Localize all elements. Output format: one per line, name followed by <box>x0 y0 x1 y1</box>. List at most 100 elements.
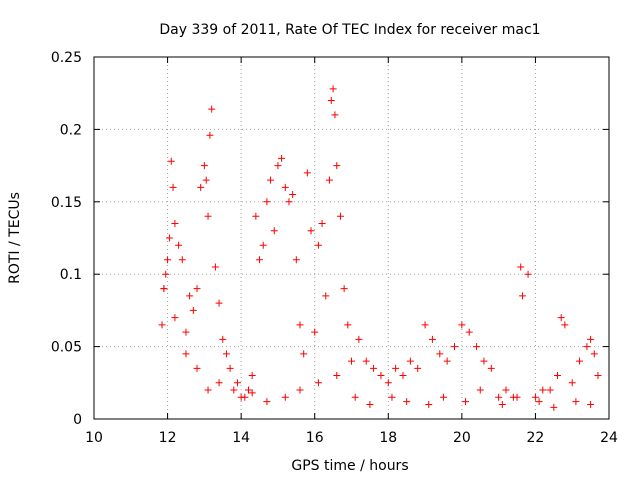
data-point <box>370 364 378 372</box>
data-point <box>204 386 212 394</box>
data-point <box>307 227 315 235</box>
data-point <box>436 350 444 358</box>
data-point <box>219 335 227 343</box>
data-point <box>296 386 304 394</box>
data-point <box>208 105 216 113</box>
y-tick-label: 0.2 <box>60 122 82 138</box>
plot-frame <box>93 56 610 420</box>
data-point <box>388 393 396 401</box>
data-point <box>502 386 510 394</box>
data-point <box>325 176 333 184</box>
data-point <box>513 393 521 401</box>
data-point <box>292 256 300 264</box>
data-point <box>169 183 177 191</box>
data-point <box>164 256 172 264</box>
data-point <box>182 328 190 336</box>
data-point <box>392 364 400 372</box>
data-point <box>311 328 319 336</box>
data-point <box>535 398 543 406</box>
data-point <box>344 321 352 329</box>
data-point <box>263 398 271 406</box>
data-point <box>263 198 271 206</box>
data-point <box>539 386 547 394</box>
data-point <box>162 270 170 278</box>
data-point <box>303 169 311 177</box>
x-tick-label: 20 <box>453 430 471 446</box>
data-point <box>327 96 335 104</box>
data-point <box>248 389 256 397</box>
data-point <box>270 227 278 235</box>
data-point <box>186 292 194 300</box>
data-point <box>480 357 488 365</box>
data-point <box>498 401 506 409</box>
data-point <box>300 350 308 358</box>
data-point <box>458 321 466 329</box>
data-point <box>171 314 179 322</box>
data-point <box>278 154 286 162</box>
data-point <box>576 357 584 365</box>
data-point <box>182 350 190 358</box>
data-point <box>443 357 451 365</box>
data-point <box>351 393 359 401</box>
data-point <box>403 398 411 406</box>
data-point <box>241 393 249 401</box>
data-point <box>366 401 374 409</box>
data-point <box>167 157 175 165</box>
data-point <box>487 364 495 372</box>
data-point <box>557 314 565 322</box>
data-point <box>259 241 267 249</box>
data-point <box>281 183 289 191</box>
data-point <box>568 379 576 387</box>
data-point <box>165 234 173 242</box>
data-point <box>406 357 414 365</box>
x-tick-label: 10 <box>85 430 103 446</box>
data-point <box>206 131 214 139</box>
data-point <box>377 372 385 380</box>
y-tick-label: 0.15 <box>51 195 82 211</box>
data-point <box>200 162 208 170</box>
data-point <box>245 386 252 394</box>
data-point <box>531 393 539 401</box>
data-point <box>439 393 447 401</box>
data-point <box>333 372 341 380</box>
data-point <box>587 401 595 409</box>
data-point <box>451 343 458 351</box>
data-point <box>333 162 341 170</box>
data-point <box>414 364 422 372</box>
data-point <box>587 335 595 343</box>
data-point <box>274 162 282 170</box>
y-tick-label: 0.05 <box>51 340 82 356</box>
x-tick-label: 12 <box>159 430 177 446</box>
y-tick-label: 0.25 <box>51 50 82 66</box>
data-point <box>202 176 210 184</box>
data-point <box>428 335 436 343</box>
data-point <box>348 357 355 365</box>
data-point <box>256 256 264 264</box>
data-point <box>226 364 234 372</box>
data-point <box>193 364 201 372</box>
chart-title: Day 339 of 2011, Rate Of TEC Index for r… <box>159 22 540 38</box>
y-tick-label: 0.1 <box>60 267 82 283</box>
data-point <box>355 335 363 343</box>
data-point <box>215 299 223 307</box>
data-point <box>289 191 297 199</box>
data-point <box>476 386 484 394</box>
y-axis-label: ROTI / TECUs <box>7 192 23 284</box>
data-point <box>204 212 212 220</box>
data-point <box>495 393 503 401</box>
data-point <box>267 176 275 184</box>
data-point <box>329 85 337 93</box>
data-point <box>215 379 223 387</box>
data-point <box>171 220 179 228</box>
x-tick-label: 16 <box>306 430 324 446</box>
x-tick-label: 24 <box>600 430 618 446</box>
data-point <box>296 321 304 329</box>
data-point <box>524 270 532 278</box>
data-point <box>399 372 407 380</box>
data-point <box>572 398 580 406</box>
data-point <box>322 292 330 300</box>
data-point <box>340 285 348 293</box>
data-point <box>384 379 392 387</box>
data-point <box>590 350 598 358</box>
